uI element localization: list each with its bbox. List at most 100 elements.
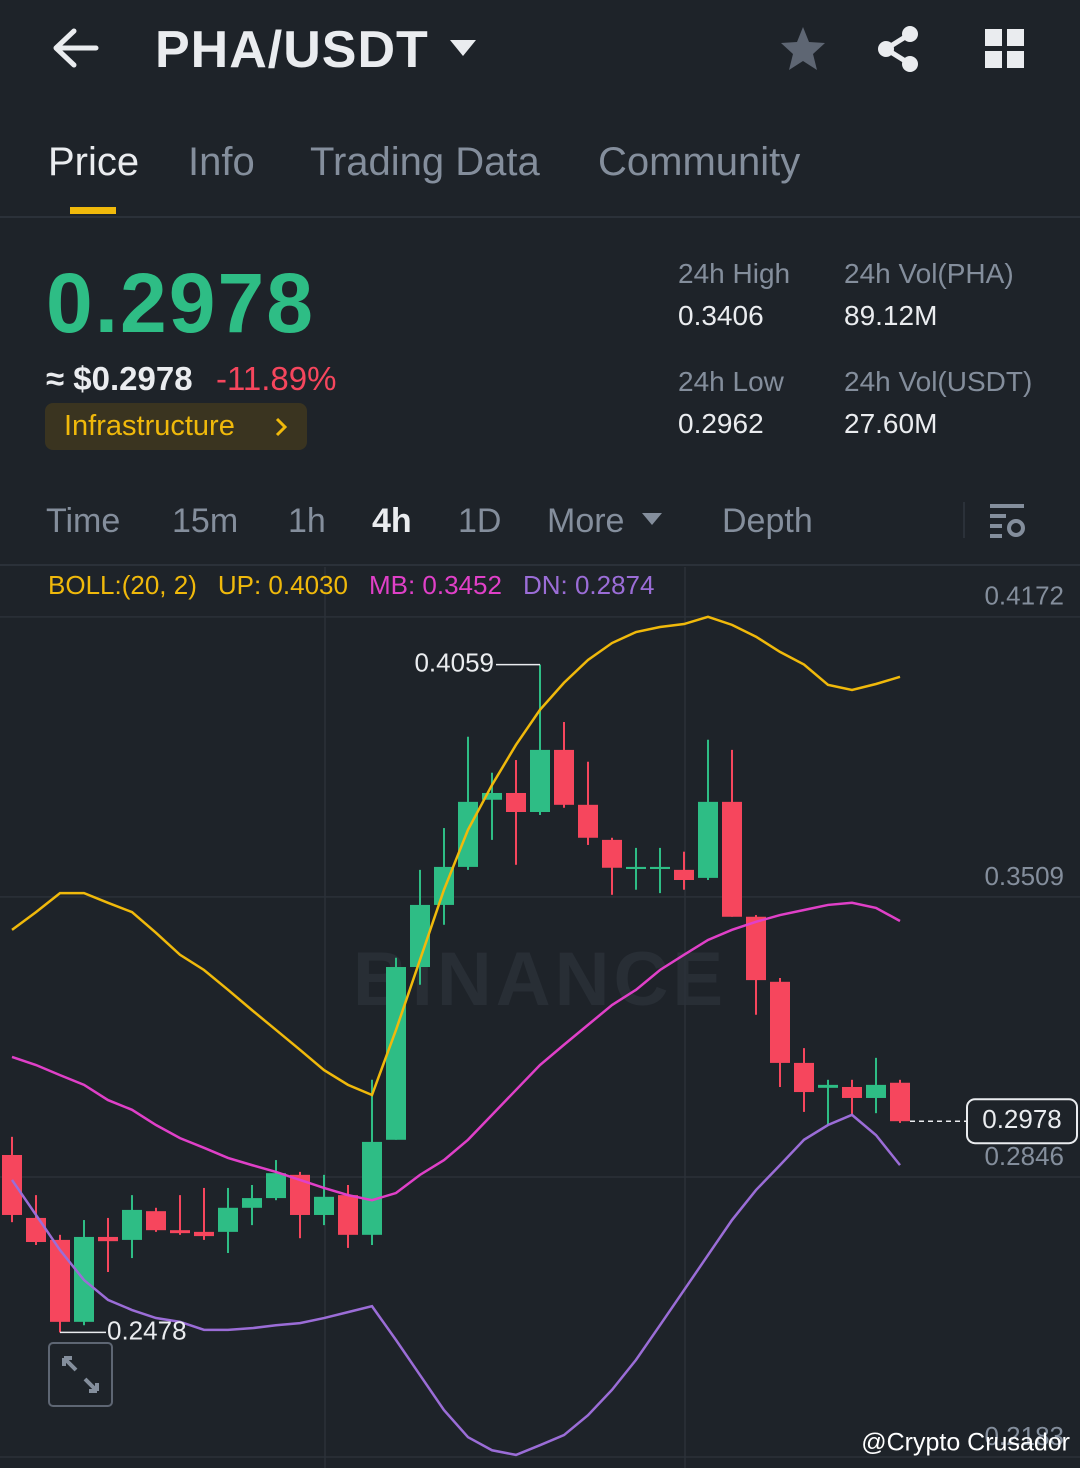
sector-label: Infrastructure	[64, 410, 235, 442]
candle	[506, 760, 526, 865]
boll-line	[10, 1113, 901, 1457]
legend-entry: MB: 0.3452	[369, 570, 502, 600]
last-price-label: 0.2978	[982, 1104, 1062, 1134]
candle-body	[50, 1239, 70, 1322]
candle-body	[650, 866, 670, 870]
candle-body	[146, 1211, 166, 1231]
candle	[794, 1048, 814, 1112]
stat-value: 27.60M	[844, 408, 938, 439]
candle-body	[746, 916, 766, 981]
candle	[770, 978, 790, 1087]
candle	[266, 1160, 286, 1201]
candle-body	[314, 1196, 334, 1215]
candle	[146, 1207, 166, 1232]
candle-body	[554, 749, 574, 805]
legend-entry: DN: 0.2874	[523, 570, 655, 600]
candle-body	[26, 1217, 46, 1243]
candle-body	[674, 869, 694, 881]
candle	[170, 1195, 190, 1235]
candle	[626, 847, 646, 890]
boll-line	[11, 901, 901, 1202]
watermark: BINANCE	[353, 937, 727, 1022]
candle	[530, 664, 550, 815]
low-label: 0.2478	[107, 1315, 187, 1345]
candle	[698, 739, 718, 881]
candle-body	[98, 1236, 118, 1242]
y-tick-label: 0.2846	[984, 1141, 1064, 1171]
candle	[98, 1217, 118, 1273]
stat-label: 24h Low	[678, 366, 784, 397]
layout-icon[interactable]	[983, 27, 1027, 71]
pair-title[interactable]: PHA/USDT	[155, 21, 429, 79]
tab[interactable]: Community	[598, 140, 801, 184]
candle-body	[626, 866, 646, 870]
back-button[interactable]	[50, 27, 100, 69]
usd-price: ≈ $0.2978	[46, 360, 193, 397]
candle	[290, 1171, 310, 1239]
candle	[362, 1079, 382, 1245]
candle-body	[842, 1086, 862, 1098]
candle-body	[266, 1173, 286, 1199]
indicator-label: BOLL:(20, 2)	[48, 570, 197, 600]
candle	[386, 957, 406, 1140]
candle	[890, 1079, 910, 1123]
candle	[650, 847, 670, 894]
y-tick-label: 0.2183	[984, 1421, 1064, 1451]
stat-value: 89.12M	[844, 300, 938, 331]
stat-value: 0.3406	[678, 300, 764, 331]
separator	[963, 502, 965, 538]
candle-body	[602, 839, 622, 868]
favorite-icon[interactable]	[778, 24, 828, 74]
candle	[554, 722, 574, 808]
candle-body	[290, 1174, 310, 1215]
legend-entry: UP: 0.4030	[218, 570, 348, 600]
candle	[674, 851, 694, 890]
candle-body	[890, 1082, 910, 1122]
candle-body	[218, 1207, 238, 1232]
divider	[0, 216, 1080, 218]
tab-indicator	[70, 207, 116, 214]
candle-body	[770, 981, 790, 1063]
interval[interactable]: More	[547, 502, 625, 540]
interval[interactable]: 1D	[458, 502, 502, 540]
candle	[842, 1079, 862, 1115]
share-icon[interactable]	[874, 24, 924, 74]
interval[interactable]: Depth	[722, 502, 813, 540]
sector-tag[interactable]: Infrastructure	[45, 403, 307, 450]
candle	[194, 1187, 214, 1240]
interval[interactable]: 15m	[172, 502, 239, 540]
candle-body	[866, 1084, 886, 1098]
candle	[602, 837, 622, 895]
candle-body	[698, 801, 718, 878]
interval[interactable]: Time	[46, 502, 121, 540]
candle	[314, 1174, 334, 1226]
chart-settings[interactable]	[988, 502, 1028, 540]
last-price-box	[966, 1098, 1078, 1145]
y-tick-label: 0.4172	[984, 581, 1064, 611]
tab[interactable]: Price	[48, 140, 140, 184]
y-tick-label: 0.3509	[984, 861, 1064, 891]
candle-body	[386, 967, 406, 1140]
tab[interactable]: Trading Data	[310, 140, 540, 184]
stat-label: 24h Vol(USDT)	[844, 366, 1033, 397]
candle-body	[794, 1062, 814, 1093]
candlestick-chart: BINANCE 0.4172 0.3509 0.2846 0.2183 BOLL:(20…	[0, 567, 1080, 1468]
candle	[122, 1195, 142, 1259]
high-label: 0.4059	[414, 647, 494, 677]
candle	[218, 1187, 238, 1253]
candle	[2, 1136, 22, 1223]
tab[interactable]: Info	[188, 140, 255, 184]
interval[interactable]: 1h	[288, 502, 326, 540]
price-change: -11.89%	[216, 360, 337, 397]
candle-body	[578, 804, 598, 838]
boll-line	[11, 615, 901, 1097]
interval[interactable]: 4h	[372, 502, 412, 540]
fullscreen-button[interactable]	[48, 1342, 113, 1407]
chevron	[275, 417, 288, 437]
candle	[410, 869, 430, 985]
candle-body	[530, 749, 550, 812]
candle	[866, 1057, 886, 1114]
stat-label: 24h Vol(PHA)	[844, 258, 1014, 289]
pair-dropdown[interactable]	[448, 38, 478, 58]
candle	[818, 1079, 838, 1126]
